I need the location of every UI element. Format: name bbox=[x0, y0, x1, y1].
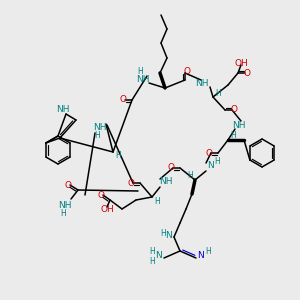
Text: O: O bbox=[119, 95, 127, 104]
Text: H: H bbox=[214, 157, 220, 166]
Text: O: O bbox=[167, 164, 175, 172]
Text: H: H bbox=[115, 152, 121, 160]
Text: H: H bbox=[230, 131, 236, 140]
Text: N: N bbox=[154, 251, 161, 260]
Text: NH: NH bbox=[195, 80, 209, 88]
Text: O: O bbox=[230, 106, 238, 115]
Text: H: H bbox=[187, 170, 193, 179]
Text: O: O bbox=[128, 178, 134, 188]
Text: H: H bbox=[215, 88, 221, 98]
Text: O: O bbox=[64, 181, 71, 190]
Text: NH: NH bbox=[93, 124, 107, 133]
Text: O: O bbox=[206, 148, 212, 158]
Text: O: O bbox=[98, 190, 104, 200]
Text: H: H bbox=[60, 208, 66, 217]
Text: N: N bbox=[208, 160, 214, 169]
Text: NH: NH bbox=[159, 176, 173, 185]
Text: O: O bbox=[244, 68, 250, 77]
Text: N: N bbox=[198, 251, 204, 260]
Text: OH: OH bbox=[234, 58, 248, 68]
Text: H: H bbox=[160, 229, 166, 238]
Text: NH: NH bbox=[136, 76, 150, 85]
Text: H: H bbox=[137, 67, 143, 76]
Text: N: N bbox=[166, 230, 172, 239]
Text: O: O bbox=[184, 67, 190, 76]
Text: NH: NH bbox=[58, 200, 72, 209]
Text: H: H bbox=[94, 131, 100, 140]
Text: H: H bbox=[154, 196, 160, 206]
Text: H: H bbox=[149, 257, 155, 266]
Text: OH: OH bbox=[100, 205, 114, 214]
Text: NH: NH bbox=[56, 104, 70, 113]
Text: H: H bbox=[205, 248, 211, 256]
Text: H: H bbox=[149, 248, 155, 256]
Text: NH: NH bbox=[232, 121, 246, 130]
